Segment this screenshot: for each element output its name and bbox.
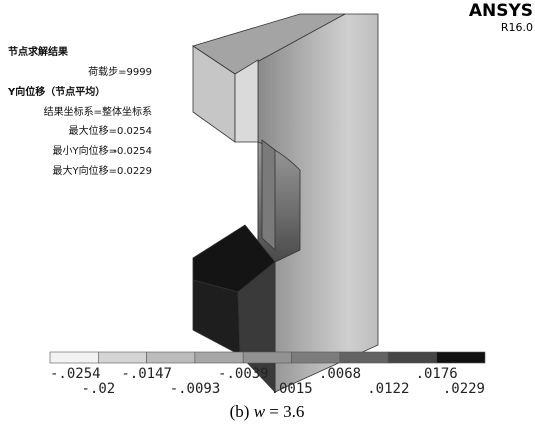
info-label: 最小Y向位移= (53, 144, 118, 157)
product: ANSYS (469, 1, 533, 21)
legend-label: -.02 (81, 381, 115, 397)
legend-label: -.0254 (50, 366, 101, 382)
legend-label: -.0039 (218, 366, 269, 382)
result-type: Y向位移（节点平均） (7, 85, 105, 98)
screenshot: ANSYS R16.0 节点求解结果 荷载步=9999 Y向位移（节点平均） 结… (0, 0, 535, 432)
info-label: 最大位移= (69, 124, 117, 137)
info-title: 节点求解结果 (8, 45, 69, 58)
info-rows: 最大位移=0.0254 最小Y向位移=-0.0254 最大Y向位移=0.0229 (53, 124, 153, 177)
caption-prefix: (b) (230, 402, 254, 421)
legend-label: .0176 (416, 366, 458, 382)
caption-suffix: = 3.6 (265, 402, 304, 421)
coord-system: 结果坐标系=整体坐标系 (44, 105, 152, 118)
legend-bar (50, 352, 485, 363)
model (193, 14, 378, 392)
legend-label: .0015 (271, 381, 313, 397)
legend-label: .0122 (367, 381, 409, 397)
legend-label: -.0093 (170, 381, 221, 397)
load-step: 荷载步=9999 (88, 66, 152, 78)
legend-labels: -.0254-.02 -.0147-.0093-.0039.0015 .0068 .0… (50, 366, 485, 397)
legend-label: .0229 (443, 381, 485, 397)
legend-label: -.0147 (121, 366, 172, 382)
info-value: 0.0229 (117, 166, 152, 177)
info-label: 最大Y向位移= (53, 164, 118, 177)
info-value: -0.0254 (113, 146, 152, 157)
legend-label: .0068 (319, 366, 361, 382)
caption: (b) w = 3.6 (230, 402, 305, 421)
version: R16.0 (501, 21, 533, 34)
caption-variable: w (254, 402, 266, 421)
info-value: 0.0254 (117, 126, 152, 137)
